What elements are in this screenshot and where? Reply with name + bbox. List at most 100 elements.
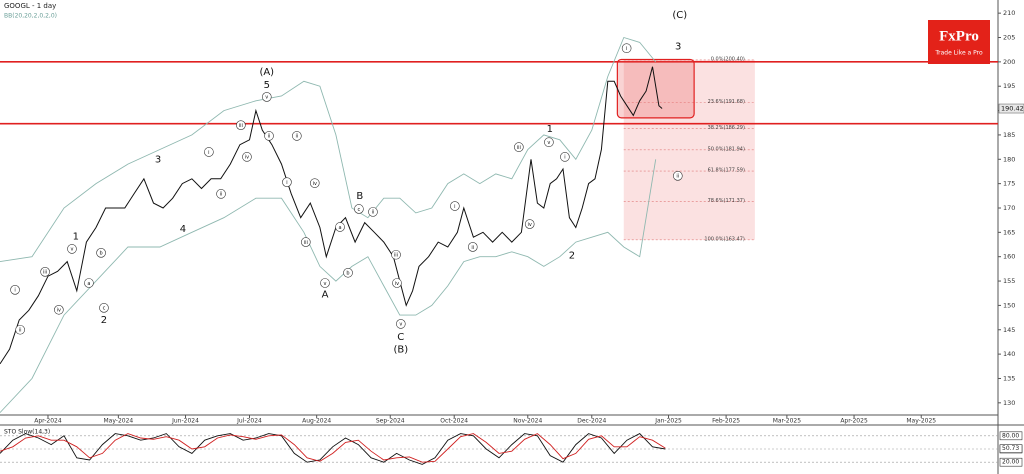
- y-tick-label: 165: [1003, 228, 1015, 236]
- x-tick-label: Aug-2024: [302, 418, 331, 425]
- wave-circle: [236, 120, 246, 130]
- x-tick-label: Dec-2024: [577, 418, 606, 425]
- wave-label: 5: [264, 80, 270, 91]
- wave-circle: [264, 131, 274, 141]
- wave-circle: [524, 219, 535, 229]
- circled-wave-label: i: [626, 46, 627, 52]
- circled-wave-label: ii: [268, 134, 271, 140]
- wave-label: (A): [259, 67, 274, 78]
- circled-wave-label: b: [346, 271, 349, 277]
- y-tick-label: 180: [1003, 155, 1015, 163]
- circled-wave-label: i: [14, 288, 15, 294]
- wave-label: 4: [180, 224, 186, 235]
- circled-wave-label: ii: [471, 245, 474, 251]
- wave-circle: [320, 278, 330, 288]
- y-tick-box: [999, 457, 1023, 467]
- x-tick-label: Apr-2024: [34, 418, 62, 425]
- x-tick-label: Feb-2025: [712, 418, 740, 425]
- y-tick-label: 160: [1003, 253, 1015, 261]
- wave-circle: [216, 189, 226, 199]
- wave-circle: [450, 201, 460, 211]
- x-tick-label: Sep-2024: [376, 418, 405, 425]
- y-tick-label: 195: [1003, 82, 1015, 90]
- panel-title: STO Slow(14,3): [4, 429, 50, 436]
- y-tick-label: 155: [1003, 277, 1015, 285]
- y-tick-label: 200: [1003, 58, 1015, 66]
- x-tick-label: May-2025: [906, 418, 936, 425]
- circled-wave-label: v: [399, 322, 402, 328]
- wave-label: A: [322, 290, 329, 301]
- circled-wave-label: v: [324, 281, 327, 287]
- circled-wave-label: b: [99, 251, 102, 257]
- y-tick-label: 145: [1003, 326, 1015, 334]
- wave-label: C: [397, 332, 404, 343]
- wave-label: (C): [672, 10, 687, 21]
- last-price-box: [998, 103, 1024, 114]
- wave-circle: [282, 177, 292, 187]
- y-tick-label: 130: [1003, 399, 1015, 407]
- circled-wave-label: i: [286, 180, 287, 186]
- circled-wave-label: ii: [295, 134, 298, 140]
- circled-wave-label: iv: [313, 181, 317, 187]
- x-tick-label: Mar-2025: [773, 418, 802, 425]
- price-line: [0, 36, 657, 263]
- fib-label: 78.6%(171.37): [708, 198, 745, 204]
- wave-circle: [292, 131, 302, 141]
- x-tick-label: Nov-2024: [513, 418, 542, 425]
- wave-circle: [15, 324, 25, 335]
- circled-wave-label: v: [265, 95, 268, 101]
- y-tick-label: 175: [1003, 180, 1015, 188]
- price-line: [0, 159, 657, 413]
- circled-wave-label: i: [564, 155, 565, 161]
- x-tick-label: Apr-2025: [840, 418, 868, 425]
- wave-circle: [544, 137, 554, 148]
- wave-circle: [54, 304, 64, 315]
- circled-wave-label: iv: [528, 222, 532, 228]
- wave-label: 2: [101, 315, 107, 326]
- wave-circle: [300, 237, 311, 247]
- x-tick-label: Jul-2024: [236, 418, 262, 425]
- wave-circle: [309, 178, 320, 188]
- wave-circle: [204, 147, 214, 157]
- x-tick-label: Jun-2024: [171, 418, 199, 425]
- circled-wave-label: iii: [239, 123, 243, 129]
- fib-label: 38.2%(186.29): [708, 125, 745, 131]
- wave-circle: [514, 142, 524, 152]
- circled-wave-label: iv: [245, 155, 249, 161]
- wave-label: 3: [155, 154, 161, 165]
- circled-wave-label: ii: [19, 328, 22, 334]
- price-line: [0, 66, 663, 365]
- wave-label: 1: [73, 232, 79, 243]
- circled-wave-label: i: [454, 204, 455, 210]
- circled-wave-label: i: [208, 150, 209, 156]
- last-price-label: 190.42: [1001, 105, 1024, 113]
- wave-circle: [96, 247, 106, 258]
- circled-wave-label: iii: [394, 253, 398, 259]
- wave-circle: [67, 244, 77, 254]
- circled-wave-label: iii: [304, 240, 308, 246]
- y-tick-label: 135: [1003, 374, 1015, 382]
- wave-circle: [99, 303, 109, 313]
- circled-wave-label: iv: [395, 281, 399, 287]
- fib-label: 100.0%(163.47): [704, 236, 745, 242]
- y-tick-label: 80.00: [1002, 432, 1019, 439]
- wave-circle: [368, 207, 378, 217]
- circled-wave-label: ii: [676, 174, 679, 180]
- circled-wave-label: c: [103, 306, 106, 312]
- wave-circle: [261, 92, 272, 102]
- price-line: [0, 433, 666, 463]
- indicator-label: BB(20,20,2,0,2,0): [4, 13, 57, 20]
- y-tick-label: 205: [1003, 34, 1015, 42]
- wave-circle: [392, 278, 402, 288]
- fib-label: 50.0%(181.94): [708, 146, 745, 152]
- wave-label: (B): [393, 345, 408, 356]
- wave-circle: [354, 204, 364, 214]
- x-tick-label: May-2024: [103, 418, 133, 425]
- circled-wave-label: iii: [517, 145, 521, 151]
- wave-label: 1: [547, 124, 553, 135]
- circled-wave-label: a: [338, 225, 341, 231]
- wave-label: B: [356, 191, 363, 202]
- y-tick-label: 170: [1003, 204, 1015, 212]
